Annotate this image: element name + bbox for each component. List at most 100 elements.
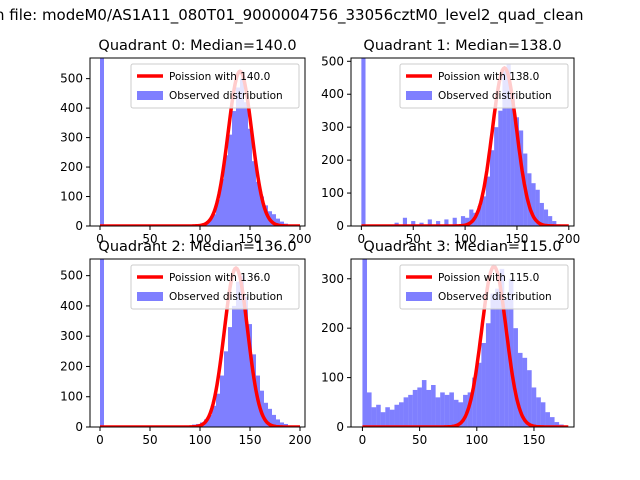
hist-bar [504,298,509,427]
figure-suptitle: n file: modeM0/AS1A11_080T01_9000004756_… [0,6,584,25]
hist-bar [463,394,468,427]
y-tick-label: 500 [60,269,83,283]
hist-bar [264,402,268,427]
y-tick-label: 100 [60,190,83,204]
hist-bar [458,402,464,427]
hist-bar [522,357,528,427]
hist-bar [548,216,553,226]
hist-bar [272,214,276,226]
hist-bar [469,209,474,226]
hist-bar [549,417,555,427]
hist-bar [402,217,408,226]
hist-bar [268,408,272,427]
hist-bar [248,128,252,226]
subplot-quadrant-2: 0 50 100 150 200 0 100 200 300 400 500 Quadrant 2: … [60,239,311,447]
hist-bar [440,392,445,427]
hist-bar [519,130,524,226]
hist-bar [403,397,409,427]
legend-label-hist: Observed distribution [169,291,283,303]
x-tick-label: 200 [557,232,580,246]
hist-bar [531,387,537,427]
hist-bar [232,305,236,427]
hist-bar [502,71,507,226]
legend-box [130,264,300,310]
hist-bar [228,134,232,226]
legend-swatch-hist [406,292,432,301]
hist-bar [535,189,540,226]
hist-bar [376,404,381,427]
legend-box [399,63,569,109]
hist-bar [426,389,432,427]
hist-bar [499,268,505,427]
hist-bar [449,392,454,427]
y-tick-label: 200 [60,359,83,373]
hist-bar [477,206,482,226]
hist-bar [224,155,228,226]
hist-bar [481,343,486,427]
hist-bar [252,354,256,427]
hist-bar [216,393,220,427]
hist-bar [498,110,503,226]
y-tick-label: 0 [75,420,83,434]
y-tick-label: 500 [60,72,83,86]
x-tick-label: 0 [96,232,104,246]
x-tick-label: 150 [523,433,546,447]
hist-bar [476,362,482,427]
hist-bar [510,94,515,226]
legend: Poission with 136.0 Observed distribution [130,264,300,310]
hist-bar [260,196,264,226]
hist-bar [232,111,236,226]
x-tick-label: 100 [189,232,212,246]
y-tick-label: 100 [60,390,83,404]
x-tick-label: 50 [142,433,157,447]
hist-bar [472,377,477,427]
x-tick-label: 0 [358,232,366,246]
hist-bar [543,209,549,226]
hist-bar [539,202,544,226]
legend-label-fit: Poission with 115.0 [438,272,539,284]
hist-bar [240,275,244,427]
hist-bar [465,217,470,226]
hist-bar [208,414,212,427]
y-tick-label: 0 [75,219,83,233]
hist-bar [228,327,232,427]
y-tick-label: 200 [60,160,83,174]
axes-frame [350,57,575,227]
hist-bar [244,296,248,427]
hist-bar [276,419,280,427]
subplot-quadrant-0: 0 50 100 150 200 0 100 200 300 400 500 Quadrant 0: … [60,38,311,246]
hist-bar [280,422,284,427]
x-tick-label: 150 [239,232,262,246]
hist-bar [385,407,390,427]
hist-bar [100,58,104,226]
x-tick-label: 200 [289,232,312,246]
hist-bar [435,397,441,427]
x-tick-label: 150 [239,433,262,447]
y-tick-label: 400 [321,87,344,101]
legend-label-hist: Observed distribution [169,90,283,102]
x-tick-label: 100 [189,433,212,447]
hist-bar [220,375,224,427]
hist-bar [527,370,532,427]
hist-bar [444,394,450,427]
y-tick-label: 100 [321,371,344,385]
x-tick-label: 50 [412,433,427,447]
hist-bar [490,293,496,427]
legend: Poission with 115.0 Observed distribution [399,264,569,310]
hist-bar [494,127,499,226]
hist-bar [495,288,500,427]
hist-bar [554,422,560,427]
y-tick-label: 0 [336,219,344,233]
hist-bar [236,87,240,226]
hist-bar [212,214,216,226]
plot-area [361,58,569,226]
plot-area [362,259,569,427]
hist-bar [371,407,377,427]
hist-bar [531,183,536,226]
x-tick-label: 200 [289,433,312,447]
legend-swatch-hist [137,91,163,100]
hist-bar [540,402,546,427]
y-tick-label: 100 [321,186,344,200]
